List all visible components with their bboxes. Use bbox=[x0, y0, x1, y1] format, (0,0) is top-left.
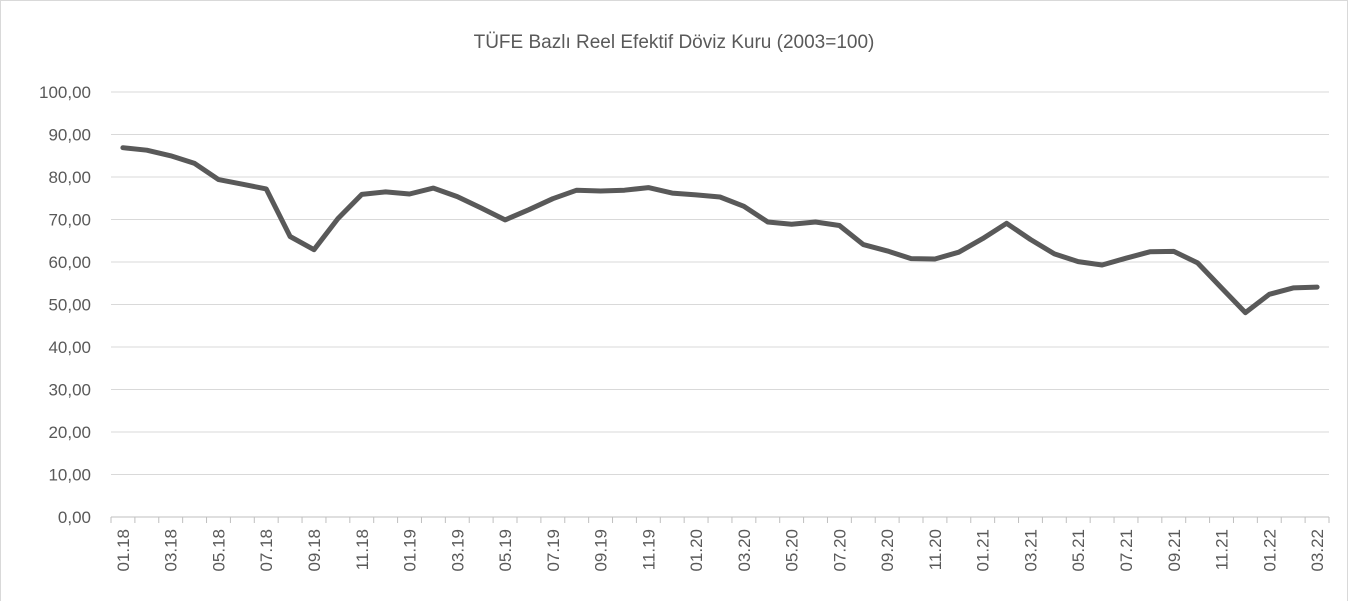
x-tick-label: 03.20 bbox=[735, 529, 754, 572]
x-tick-label: 09.18 bbox=[305, 529, 324, 572]
x-tick-label: 07.20 bbox=[830, 529, 849, 572]
y-tick-label: 20,00 bbox=[48, 423, 91, 442]
x-tick-label: 03.22 bbox=[1308, 529, 1327, 572]
x-tick-label: 07.18 bbox=[257, 529, 276, 572]
x-tick-label: 03.18 bbox=[162, 529, 181, 572]
x-tick-label: 11.18 bbox=[353, 529, 372, 570]
y-tick-label: 90,00 bbox=[48, 126, 91, 145]
x-tick-label: 05.18 bbox=[209, 529, 228, 572]
y-tick-label: 30,00 bbox=[48, 381, 91, 400]
x-tick-label: 11.19 bbox=[639, 529, 658, 570]
y-tick-label: 40,00 bbox=[48, 338, 91, 357]
x-tick-label: 03.21 bbox=[1021, 529, 1040, 572]
x-tick-label: 11.20 bbox=[926, 529, 945, 570]
x-tick-label: 09.19 bbox=[592, 529, 611, 572]
y-tick-label: 60,00 bbox=[48, 253, 91, 272]
x-tick-label: 05.19 bbox=[496, 529, 515, 572]
x-tick-label: 05.20 bbox=[783, 529, 802, 572]
x-tick-label: 01.18 bbox=[114, 529, 133, 572]
x-tick-label: 05.21 bbox=[1069, 529, 1088, 572]
y-tick-label: 100,00 bbox=[39, 83, 91, 102]
x-tick-label: 01.22 bbox=[1260, 529, 1279, 572]
x-tick-label: 01.19 bbox=[401, 529, 420, 572]
y-tick-label: 50,00 bbox=[48, 296, 91, 315]
x-tick-label: 07.19 bbox=[544, 529, 563, 572]
x-tick-label: 09.20 bbox=[878, 529, 897, 572]
x-tick-label: 03.19 bbox=[448, 529, 467, 572]
x-tick-label: 01.20 bbox=[687, 529, 706, 572]
series-line bbox=[120, 145, 1320, 316]
chart-title: TÜFE Bazlı Reel Efektif Döviz Kuru (2003… bbox=[474, 32, 875, 53]
x-tick-label: 01.21 bbox=[974, 529, 993, 572]
y-tick-label: 80,00 bbox=[48, 168, 91, 187]
y-tick-label: 10,00 bbox=[48, 466, 91, 485]
y-tick-label: 70,00 bbox=[48, 211, 91, 230]
y-tick-label: 0,00 bbox=[58, 508, 91, 527]
x-tick-label: 09.21 bbox=[1165, 529, 1184, 572]
x-tick-label: 11.21 bbox=[1213, 529, 1232, 570]
x-tick-label: 07.21 bbox=[1117, 529, 1136, 572]
